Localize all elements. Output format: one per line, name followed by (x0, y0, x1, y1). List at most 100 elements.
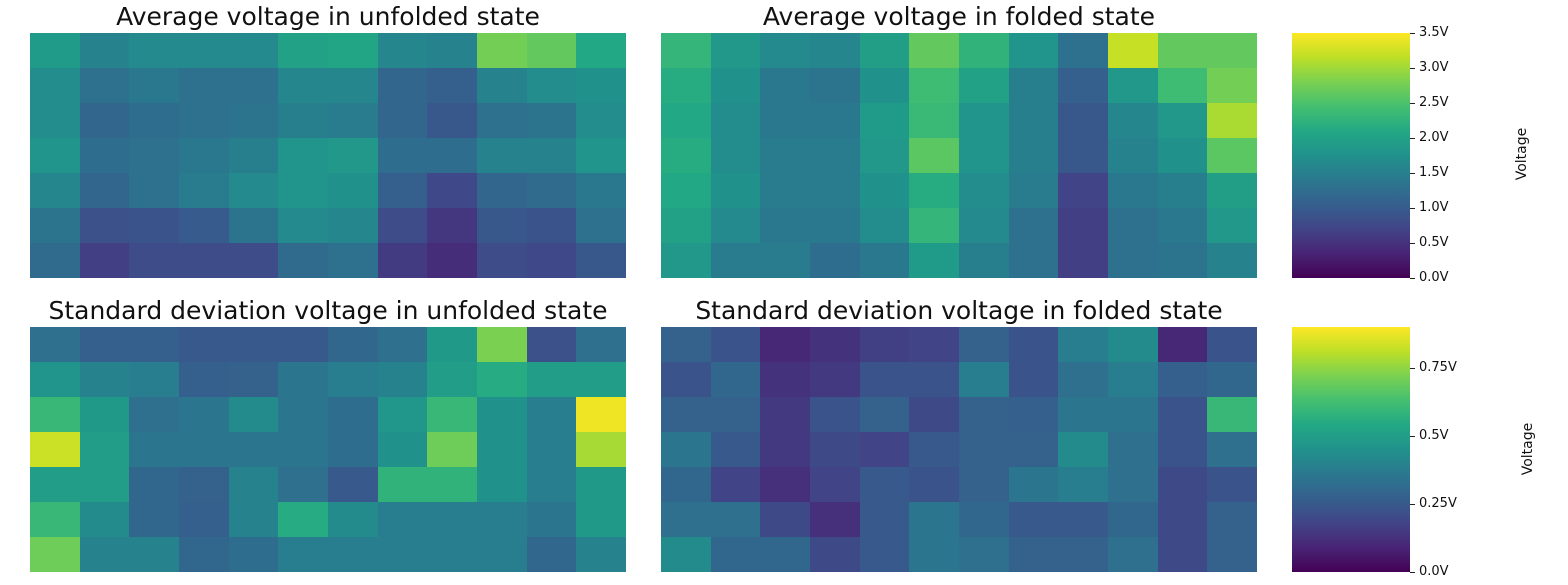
heatmap-cell (80, 208, 129, 243)
heatmap-cell (129, 243, 179, 278)
heatmap-cell (378, 467, 427, 502)
heatmap-cell (80, 173, 129, 208)
heatmap-cell (477, 138, 527, 173)
heatmap-cell (378, 138, 427, 173)
heatmap-cell (179, 327, 229, 362)
heatmap-cell (1009, 397, 1058, 432)
heatmap-cell (477, 397, 527, 432)
heatmap-cell (129, 362, 179, 397)
heatmap-cell (959, 362, 1009, 397)
heatmap-cell (711, 327, 760, 362)
heatmap-cell (576, 68, 626, 103)
heatmap-cell (1108, 103, 1158, 138)
heatmap-cell (760, 138, 810, 173)
heatmap-cell (477, 103, 527, 138)
heatmap-cell (959, 502, 1009, 537)
heatmap-cell (760, 432, 810, 467)
heatmap-cell (1108, 68, 1158, 103)
heatmap-cell (1058, 327, 1108, 362)
heatmap-cell (129, 502, 179, 537)
colorbar-tick-label: 0.5V (1419, 428, 1449, 443)
heatmap-cell (576, 397, 626, 432)
heatmap-cell (30, 537, 80, 572)
heatmap-cell (711, 243, 760, 278)
colorbar-tick-label: 0.25V (1419, 496, 1457, 511)
heatmap-cell (1207, 103, 1257, 138)
heatmap-cell (909, 502, 959, 537)
heatmap-cell (1108, 362, 1158, 397)
heatmap-cell (576, 502, 626, 537)
heatmap-cell (30, 397, 80, 432)
heatmap-cell (1207, 537, 1257, 572)
heatmap-cell (477, 432, 527, 467)
heatmap-cell (661, 537, 711, 572)
heatmap-cell (1058, 243, 1108, 278)
heatmap-cell (1108, 138, 1158, 173)
heatmap-cell (1058, 138, 1108, 173)
heatmap-cell (129, 327, 179, 362)
heatmap-cell (30, 327, 80, 362)
heatmap-cell (328, 537, 378, 572)
heatmap-cell (378, 208, 427, 243)
heatmap-cell (1009, 173, 1058, 208)
heatmap-cell (1207, 327, 1257, 362)
heatmap-cell (527, 173, 576, 208)
heatmap-cell (427, 362, 477, 397)
heatmap-cell (576, 467, 626, 502)
heatmap-cell (1207, 432, 1257, 467)
colorbar-tick-label: 0.0V (1419, 564, 1449, 579)
heatmap-cell (229, 537, 278, 572)
heatmap-cell (810, 537, 860, 572)
heatmap-cell (1009, 467, 1058, 502)
heatmap-cell (328, 432, 378, 467)
heatmap-cell (1158, 327, 1207, 362)
heatmap-cell (661, 208, 711, 243)
heatmap-cell (860, 397, 909, 432)
heatmap-cell (1009, 33, 1058, 68)
heatmap-cell (229, 103, 278, 138)
heatmap-cell (860, 537, 909, 572)
heatmap-cell (80, 362, 129, 397)
heatmap-cell (229, 502, 278, 537)
heatmap-cell (1207, 173, 1257, 208)
colorbar-tick (1410, 572, 1415, 573)
heatmap-cell (1058, 103, 1108, 138)
heatmap-cell (1207, 362, 1257, 397)
heatmap-cell (810, 173, 860, 208)
heatmap-cell (278, 173, 328, 208)
heatmap-cell (278, 103, 328, 138)
heatmap-cell (1207, 397, 1257, 432)
heatmap-cell (80, 103, 129, 138)
heatmap-cell (1009, 68, 1058, 103)
heatmap-cell (80, 432, 129, 467)
heatmap-cell (328, 362, 378, 397)
heatmap-cell (378, 502, 427, 537)
heatmap-cell (278, 362, 328, 397)
colorbar-tick (1410, 243, 1415, 244)
heatmap-cell (179, 362, 229, 397)
heatmap-cell (30, 208, 80, 243)
heatmap-cell (378, 243, 427, 278)
heatmap-cell (179, 208, 229, 243)
heatmap-cell (1009, 362, 1058, 397)
colorbar-tick-label: 1.5V (1419, 165, 1449, 180)
heatmap-cell (661, 502, 711, 537)
heatmap-cell (527, 208, 576, 243)
heatmap-cell (1158, 362, 1207, 397)
heatmap-cell (1207, 502, 1257, 537)
heatmap-cell (229, 467, 278, 502)
colorbar-tick (1410, 103, 1415, 104)
heatmap-cell (1058, 502, 1108, 537)
heatmap-cell (711, 502, 760, 537)
heatmap-cell (860, 68, 909, 103)
heatmap-cell (477, 173, 527, 208)
heatmap-mean-unfolded (30, 33, 626, 278)
heatmap-cell (860, 502, 909, 537)
colorbar-tick-label: 3.0V (1419, 60, 1449, 75)
heatmap-cell (576, 537, 626, 572)
heatmap-cell (229, 243, 278, 278)
heatmap-cell (129, 208, 179, 243)
heatmap-cell (1108, 173, 1158, 208)
heatmap-cell (80, 33, 129, 68)
title-mean-folded: Average voltage in folded state (762, 2, 1156, 31)
